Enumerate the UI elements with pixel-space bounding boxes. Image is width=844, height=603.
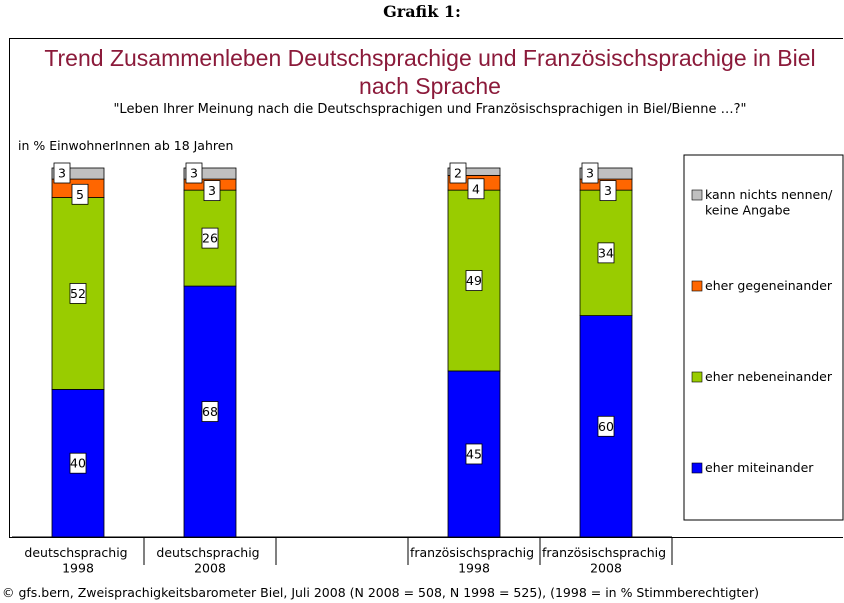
legend-swatch	[691, 462, 703, 474]
value-label-box	[69, 452, 87, 474]
value-label-box	[449, 162, 467, 184]
value-label-box	[201, 227, 219, 249]
chart-subtitle: "Leben Ihrer Meinung nach die Deutschspr…	[113, 102, 747, 117]
value-label-box	[53, 162, 71, 184]
chart-title: Trend Zusammenleben Deutschsprachige und…	[44, 45, 816, 99]
bar-segment	[51, 167, 105, 180]
value-label: 45	[466, 446, 482, 461]
value-label-box	[69, 283, 87, 304]
legend-label: eher gegeneinander	[705, 278, 833, 293]
source-note: © gfs.bern, Zweisprachigkeitsbarometer B…	[2, 585, 759, 600]
value-label-box	[581, 162, 599, 184]
value-label-box	[599, 180, 617, 202]
value-label-box	[201, 401, 219, 422]
value-label: 3	[604, 183, 612, 198]
legend-swatch	[691, 280, 703, 292]
value-label-box	[465, 443, 483, 465]
bar-segment	[579, 167, 633, 180]
value-label-box	[465, 270, 483, 291]
value-label: 4	[472, 181, 480, 196]
value-label-box	[185, 162, 203, 184]
value-label: 3	[58, 166, 66, 181]
value-label: 2	[454, 166, 462, 181]
x-tick-label: deutschsprachig 2008	[156, 545, 263, 576]
legend-frame	[683, 154, 844, 521]
x-tick-label: französischsprachig 1998	[410, 545, 538, 576]
bar-segment	[447, 167, 501, 176]
value-label-box	[467, 178, 485, 200]
value-label: 60	[598, 419, 614, 434]
value-label-box	[71, 183, 89, 205]
value-label: 68	[202, 404, 218, 419]
legend-swatch	[691, 371, 703, 383]
value-label: 26	[202, 231, 218, 246]
value-label-box	[597, 242, 615, 264]
legend-label: eher nebeneinander	[705, 369, 833, 384]
value-label: 40	[70, 456, 86, 471]
value-label: 34	[598, 245, 614, 260]
legend-swatch	[691, 189, 703, 201]
value-label-box	[597, 415, 615, 437]
header: Grafik 1:	[383, 2, 461, 21]
value-label-box	[203, 180, 221, 202]
value-label: 5	[76, 187, 84, 202]
x-tick-label: französischsprachig 2008	[542, 545, 670, 576]
y-axis-label: in % EinwohnerInnen ab 18 Jahren	[18, 138, 234, 153]
value-label: 52	[70, 286, 86, 301]
legend-label: kann nichts nennen/ keine Angabe	[705, 187, 836, 218]
value-label: 3	[190, 166, 198, 181]
value-label: 3	[208, 183, 216, 198]
bar-segment	[183, 167, 237, 180]
legend-label: eher miteinander	[705, 460, 814, 475]
x-tick-label: deutschsprachig 1998	[24, 545, 131, 576]
value-label: 49	[466, 273, 482, 288]
value-label: 3	[586, 166, 594, 181]
